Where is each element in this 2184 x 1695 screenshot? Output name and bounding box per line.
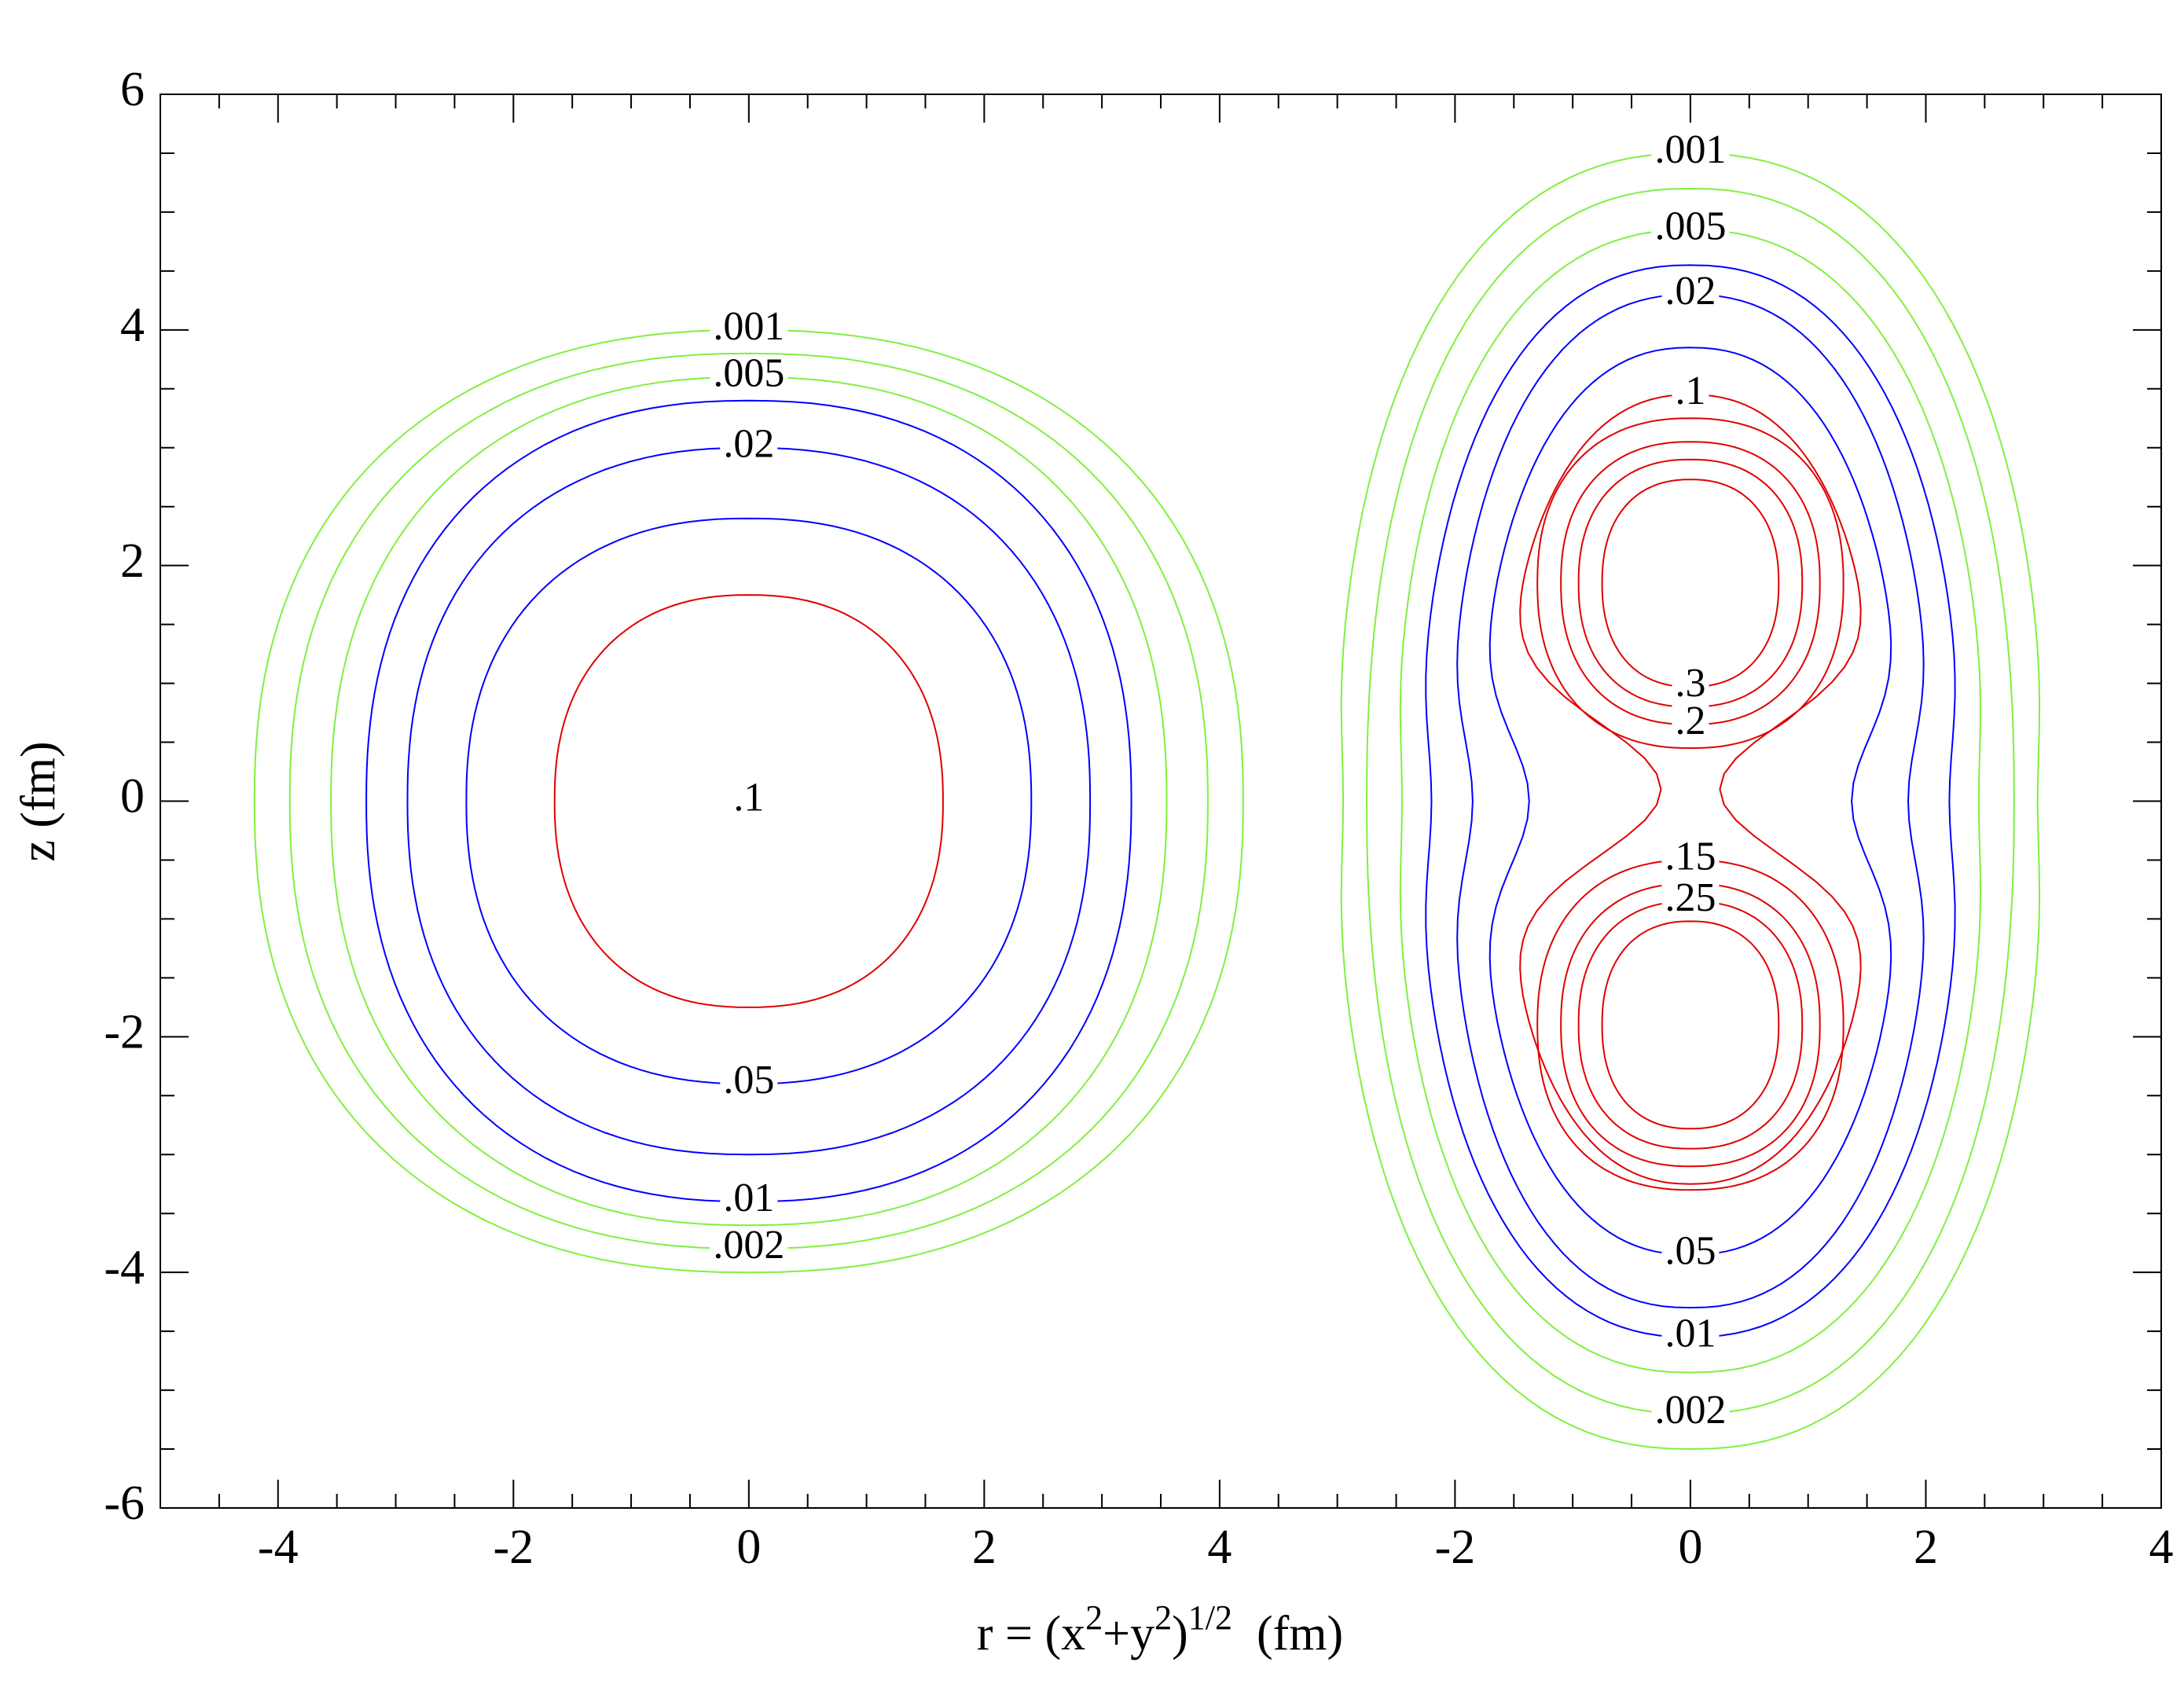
contour-label: .002 (713, 1223, 784, 1268)
label-background (720, 426, 778, 462)
contour-label: .01 (1665, 1312, 1716, 1356)
y-axis-label: z (fm) (12, 741, 65, 861)
x-label-text: (fm) (1232, 1607, 1343, 1660)
contour-line (1560, 882, 1821, 1168)
contour-label: .002 (1654, 1388, 1726, 1433)
label-background (1661, 1233, 1720, 1269)
contour-label: .05 (1665, 1229, 1716, 1274)
x-tick-label: 2 (972, 1521, 997, 1574)
label-background (720, 1062, 778, 1099)
x-tick-label: 2 (1914, 1521, 1938, 1574)
contour-line (253, 328, 1244, 1274)
contour-label: .001 (713, 304, 784, 349)
y-tick-label: -2 (104, 1006, 145, 1059)
contour-line (553, 594, 944, 1008)
label-background (1661, 273, 1720, 309)
x-tick-label: -2 (493, 1521, 534, 1574)
y-tick-label: -4 (104, 1241, 145, 1294)
y-tick-label: 4 (120, 299, 145, 352)
contour-line (1456, 293, 1925, 1309)
contour-line (1601, 920, 1780, 1130)
x-label-text: r = (x (977, 1607, 1085, 1660)
label-background (1672, 373, 1709, 409)
label-background (1672, 666, 1709, 702)
contour-line (330, 376, 1168, 1227)
x-axis-label: r = (x2+y2)1/2 (fm) (977, 1598, 1343, 1660)
x-tick-label: 0 (736, 1521, 761, 1574)
label-background (710, 308, 788, 344)
contour-label: .05 (723, 1058, 774, 1102)
contour-line (1340, 152, 2041, 1451)
y-tick-label: 2 (120, 534, 145, 588)
contour-line (1519, 394, 1862, 1185)
contour-label: .01 (723, 1176, 774, 1220)
x-tick-label: 0 (1678, 1521, 1702, 1574)
x-tick-label: 4 (1207, 1521, 1231, 1574)
contour-label: .1 (1675, 369, 1705, 413)
x-label-superscript: 2 (1154, 1598, 1172, 1637)
contour-label: .2 (1675, 699, 1705, 743)
x-tick-label: 4 (2149, 1521, 2174, 1574)
label-background (1651, 208, 1730, 244)
contour-line (1399, 229, 1982, 1374)
contour-line (1577, 900, 1804, 1150)
label-background (710, 355, 788, 391)
label-background (1661, 838, 1720, 875)
contour-label: .25 (1665, 875, 1716, 920)
label-background (710, 1227, 788, 1264)
label-background (1651, 131, 1730, 167)
contour-label: .1 (733, 775, 764, 820)
y-tick-label: -6 (104, 1477, 145, 1530)
label-background (720, 1180, 778, 1216)
contour-label: .02 (1665, 269, 1716, 314)
contour-label: .3 (1675, 661, 1705, 706)
x-label-text: +y (1103, 1607, 1154, 1660)
contour-label: .005 (1654, 204, 1726, 248)
label-background (1661, 879, 1720, 915)
contour-line (1536, 859, 1844, 1191)
x-label-text: ) (1172, 1607, 1188, 1660)
contour-line (406, 446, 1092, 1156)
x-label-superscript: 1/2 (1188, 1598, 1232, 1637)
contour-label: .005 (713, 351, 784, 396)
y-tick-label: 6 (120, 63, 145, 116)
label-background (1651, 1392, 1730, 1429)
label-background (730, 780, 768, 816)
label-background (1661, 1315, 1720, 1352)
contour-label: .02 (723, 422, 774, 467)
contour-label: .15 (1665, 834, 1716, 879)
contour-label: .001 (1654, 127, 1726, 172)
y-tick-label: 0 (120, 770, 145, 824)
contour-line (1536, 417, 1844, 750)
label-background (1672, 703, 1709, 739)
x-tick-label: -2 (1435, 1521, 1476, 1574)
x-label-superscript: 2 (1085, 1598, 1103, 1637)
x-tick-label: -4 (258, 1521, 299, 1574)
